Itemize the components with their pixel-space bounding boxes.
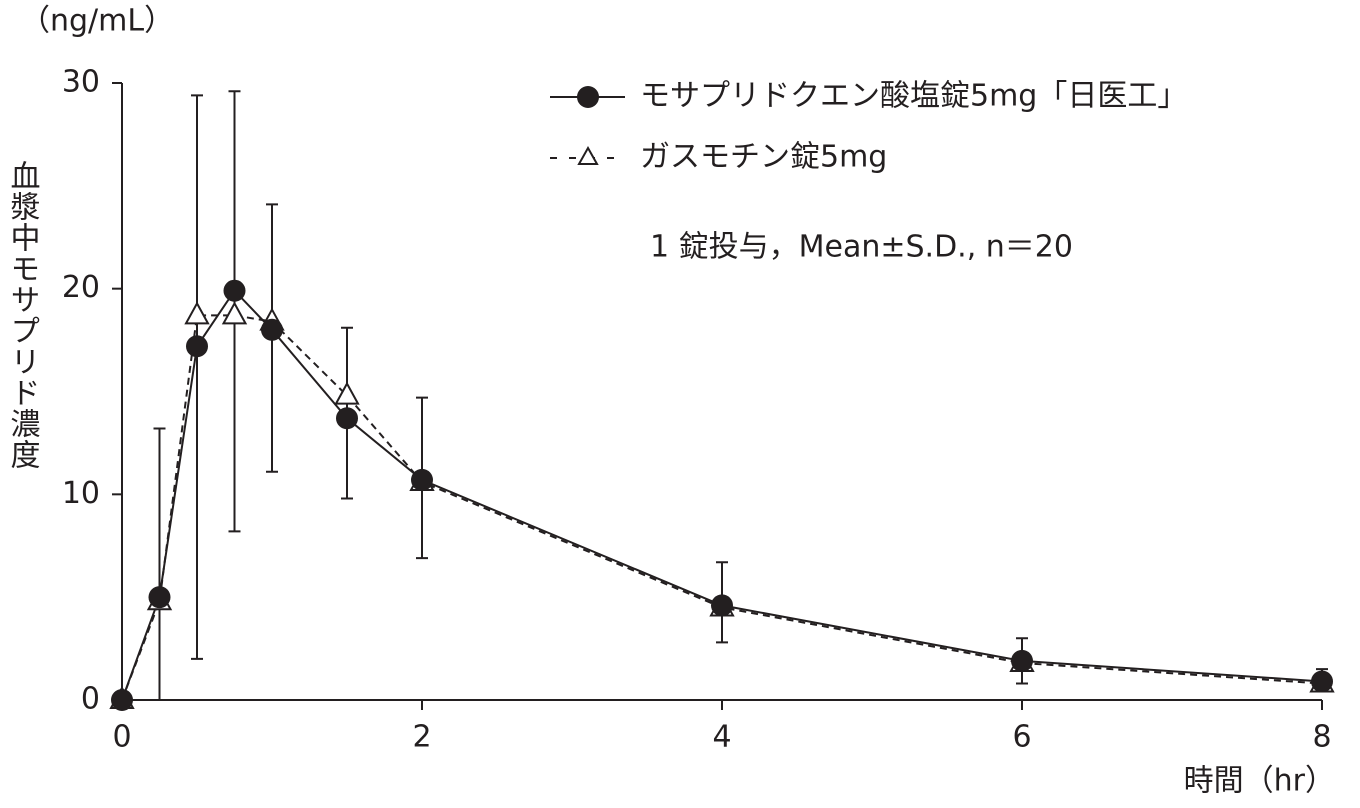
x-tick-label: 8 (1312, 720, 1331, 755)
error-bar (191, 94, 203, 660)
unit-label: （ng/mL） (20, 4, 174, 39)
legend-marker (577, 86, 599, 108)
error-bar (153, 427, 166, 701)
x-axis-label: 時間（hr） (1184, 764, 1335, 799)
marker (261, 318, 283, 341)
x-tick-label: 6 (1012, 720, 1031, 755)
marker (184, 301, 210, 325)
x-tick-label: 0 (112, 720, 131, 755)
x-tick-label: 2 (412, 720, 431, 755)
legend-label: ガスモチン錠5mg (640, 140, 887, 175)
y-tick-label: 30 (62, 65, 100, 100)
marker (186, 335, 208, 358)
y-tick-label: 0 (81, 682, 100, 717)
series-line (121, 289, 1323, 701)
marker (411, 468, 433, 491)
y-axis-label: 血漿中モサプリド濃度 (5, 160, 41, 470)
y-tick-label: 10 (62, 476, 100, 511)
marker (711, 594, 733, 617)
marker (223, 279, 246, 302)
marker (1011, 649, 1033, 672)
annotation: 1 錠投与，Mean±S.D., n＝20 (650, 230, 1073, 265)
marker (336, 407, 358, 430)
x-tick-label: 4 (712, 720, 731, 755)
legend-marker (577, 145, 599, 165)
series-line (121, 314, 1323, 701)
marker (221, 301, 248, 325)
marker (111, 689, 133, 711)
legend-label: モサプリドクエン酸塩錠5mg「日医工」 (640, 79, 1187, 114)
marker (334, 381, 360, 405)
marker (1311, 670, 1333, 693)
marker (148, 586, 171, 609)
y-tick-label: 20 (62, 270, 100, 305)
